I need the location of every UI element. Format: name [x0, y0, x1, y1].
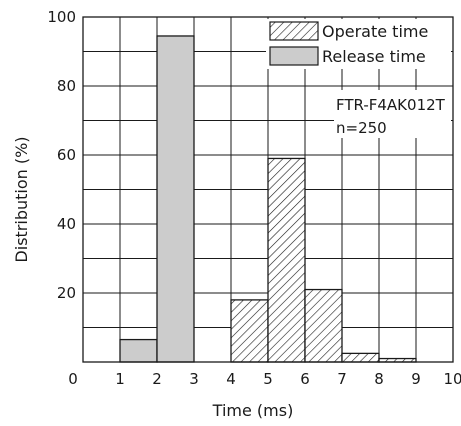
x-tick-label: 5: [263, 370, 273, 388]
x-tick-label: 0: [68, 370, 78, 388]
x-tick-label: 4: [226, 370, 236, 388]
legend: Operate time Release time: [266, 19, 451, 69]
y-tick-label: 60: [57, 146, 76, 164]
y-tick-label: 40: [57, 215, 76, 233]
annotation-count: n=250: [336, 119, 387, 137]
x-tick-label: 2: [152, 370, 162, 388]
y-tick-label: 20: [57, 284, 76, 302]
bar-release-time: [156, 35, 195, 363]
y-tick-label: 80: [57, 77, 76, 95]
x-tick-label: 9: [411, 370, 421, 388]
y-tick-label: 100: [47, 8, 76, 26]
bar-operate-time: [230, 299, 269, 363]
x-tick-label: 3: [189, 370, 199, 388]
y-axis-title: Distribution (%): [12, 136, 31, 262]
bar-operate-time: [341, 352, 380, 363]
y-tick-labels: 20 40 60 80 100: [47, 8, 76, 302]
annotation-background: [334, 90, 451, 138]
legend-label-release-time: Release time: [322, 47, 426, 66]
x-tick-label: 1: [115, 370, 125, 388]
bar-operate-time: [304, 288, 343, 363]
x-axis-title: Time (ms): [212, 401, 294, 420]
x-tick-label: 6: [300, 370, 310, 388]
plot-frame: [82, 16, 454, 363]
x-tick-label: 7: [337, 370, 347, 388]
annotation-model: FTR-F4AK012T: [336, 96, 446, 114]
sample-annotation: FTR-F4AK012T n=250: [334, 90, 451, 138]
x-tick-label: 8: [374, 370, 384, 388]
bars: [119, 35, 417, 363]
x-tick-label: 10: [443, 370, 461, 388]
x-tick-labels: 0 1 2 3 4 5 6 7 8 9 10: [68, 370, 461, 388]
legend-swatch-operate-time: [269, 21, 319, 41]
bar-operate-time: [267, 157, 306, 363]
legend-label-operate-time: Operate time: [322, 22, 428, 41]
legend-swatch-release-time: [269, 46, 319, 66]
bar-release-time: [119, 338, 158, 363]
